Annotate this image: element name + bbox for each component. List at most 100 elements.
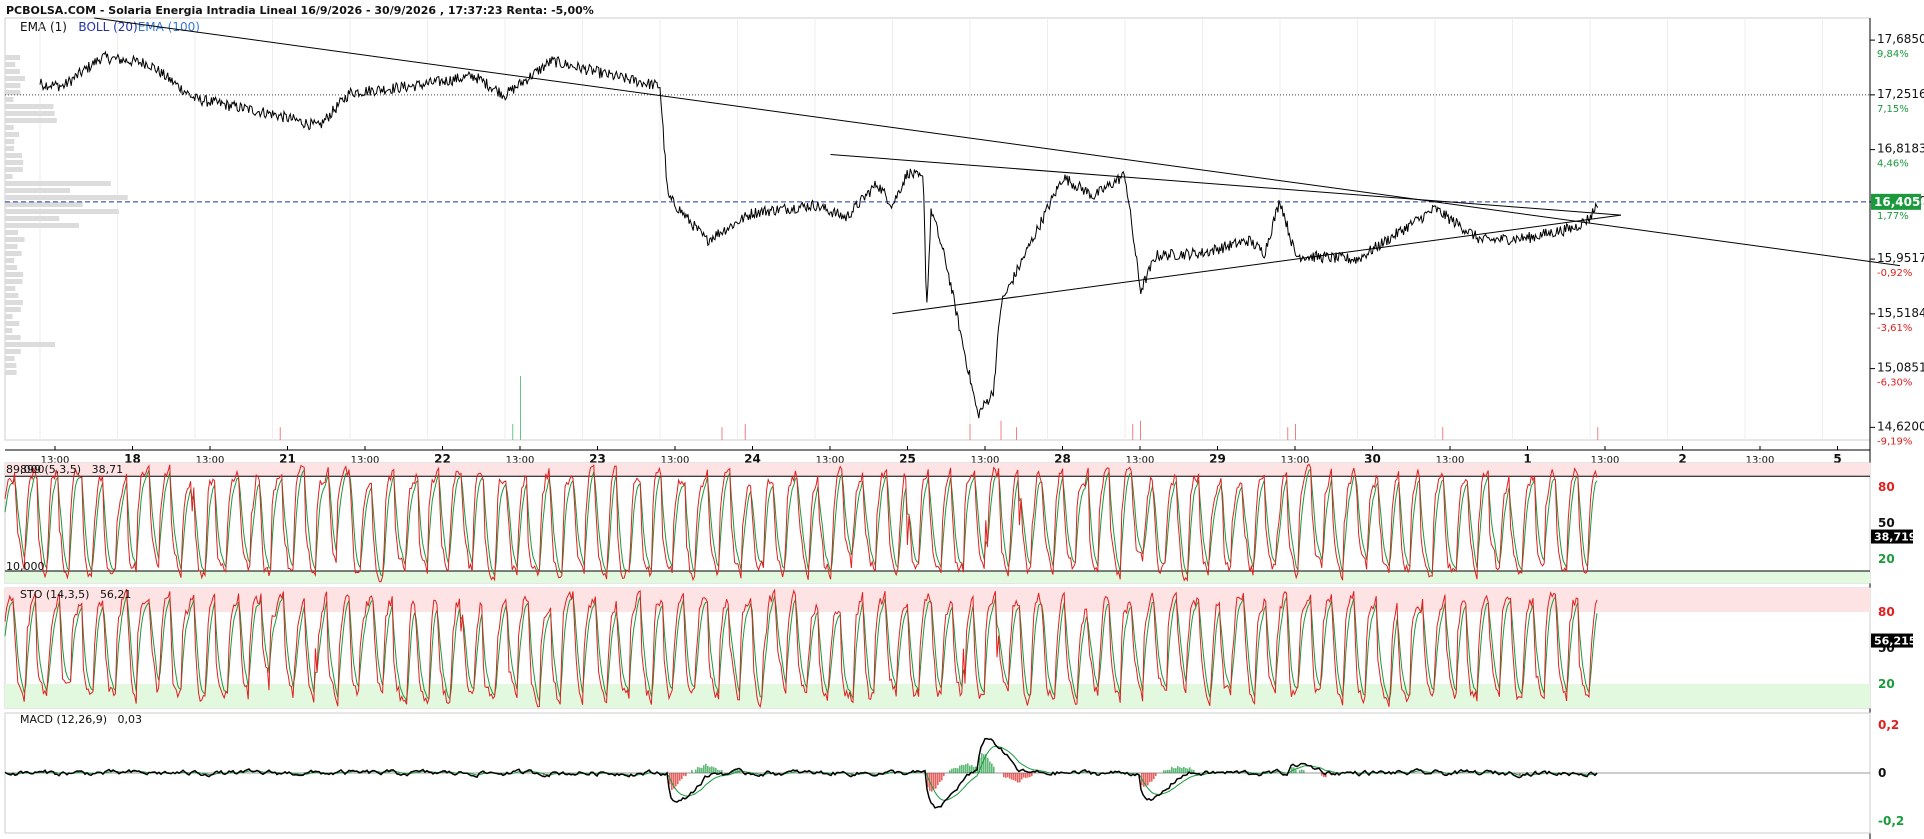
price-line[interactable] xyxy=(39,50,1599,419)
price-tick-label: 15,0851 xyxy=(1877,361,1924,375)
osc1-value-badge-text: 38,719 xyxy=(1874,531,1916,544)
volume-profile-bar xyxy=(5,342,55,347)
macd-histogram-bar xyxy=(967,763,969,773)
volume-profile-bar xyxy=(5,230,19,235)
sto-overbought-zone xyxy=(5,588,1870,612)
time-tick-label: 13:00 xyxy=(661,455,690,466)
percent-tick-label: -9,19% xyxy=(1877,436,1912,447)
macd-histogram-bar xyxy=(1295,769,1297,773)
macd-histogram-bar xyxy=(1183,766,1185,773)
trendline[interactable] xyxy=(94,17,1901,267)
macd-histogram-bar xyxy=(1175,768,1177,773)
volume-profile-bar xyxy=(5,209,119,214)
price-tick-label: 16,8183 xyxy=(1877,142,1924,156)
macd-histogram-bar xyxy=(1163,770,1165,773)
percent-tick-label: 1,77% xyxy=(1877,211,1909,222)
osc1-k-line[interactable] xyxy=(4,463,1598,583)
macd-label: MACD (12,26,9) 0,03 xyxy=(20,713,142,726)
macd-histogram-bar xyxy=(1013,773,1015,781)
volume-profile-bar xyxy=(5,146,14,151)
macd-histogram-bar xyxy=(931,773,933,792)
macd-histogram-bar xyxy=(955,767,957,773)
macd-histogram-bar xyxy=(699,767,701,773)
macd-histogram-bar xyxy=(705,763,707,773)
time-tick-label: 13:00 xyxy=(1436,455,1465,466)
macd-histogram-bar xyxy=(1325,773,1327,778)
macd-histogram-bar xyxy=(717,769,719,773)
legend-ema1[interactable]: EMA (1) xyxy=(20,20,67,34)
price-tick-label: 14,6200 xyxy=(1877,419,1924,433)
macd-histogram-bar xyxy=(1171,766,1173,773)
macd-histogram-bar xyxy=(1027,773,1029,778)
macd-histogram-bar xyxy=(1021,773,1023,780)
macd-histogram-bar xyxy=(1007,773,1009,778)
macd-histogram-bar xyxy=(1191,769,1193,773)
volume-profile-bar xyxy=(5,160,24,165)
volume-profile-bar xyxy=(5,279,23,284)
macd-histogram-bar xyxy=(1293,767,1295,773)
macd-histogram-bar xyxy=(985,754,987,773)
macd-histogram-bar xyxy=(679,773,681,781)
macd-histogram-bar xyxy=(1189,767,1191,773)
volume-profile-bar xyxy=(5,223,79,228)
macd-tick-label: -0,2 xyxy=(1878,814,1904,828)
time-tick-label: 1 xyxy=(1523,452,1531,466)
sto-k-line[interactable] xyxy=(4,588,1598,709)
macd-histogram-bar xyxy=(1301,769,1303,773)
macd-histogram-bar xyxy=(971,765,973,773)
volume-profile-bar xyxy=(5,153,23,158)
macd-histogram-bar xyxy=(1019,773,1021,783)
volume-profile-bar xyxy=(5,335,21,340)
volume-profile-bar xyxy=(5,258,15,263)
macd-histogram-bar xyxy=(1143,773,1145,787)
macd-histogram-bar xyxy=(1151,773,1153,782)
macd-histogram-bar xyxy=(1031,773,1033,777)
volume-profile-bar xyxy=(5,62,16,67)
macd-histogram-bar xyxy=(733,770,735,773)
macd-histogram-bar xyxy=(1165,770,1167,773)
macd-histogram-bar xyxy=(719,770,721,773)
macd-histogram-bar xyxy=(957,768,959,773)
macd-histogram-bar xyxy=(951,768,953,773)
trendline[interactable] xyxy=(830,153,1622,216)
volume-profile xyxy=(5,55,128,375)
macd-histogram-bar xyxy=(943,773,945,777)
volume-profile-bar xyxy=(5,195,128,200)
volume-profile-bar xyxy=(5,286,16,291)
macd-histogram-bar xyxy=(969,765,971,773)
volume-profile-bar xyxy=(5,370,17,375)
volume-profile-bar xyxy=(5,202,83,207)
macd-name: MACD (12,26,9) xyxy=(20,713,108,726)
volume-profile-bar xyxy=(5,90,21,95)
macd-histogram-bar xyxy=(965,764,967,773)
macd-line[interactable] xyxy=(4,737,1598,809)
volume-profile-bar xyxy=(5,167,23,172)
volume-profile-bar xyxy=(5,293,19,298)
macd-histogram-bar xyxy=(1023,773,1025,778)
trendline[interactable] xyxy=(892,214,1622,315)
volume-profile-bar xyxy=(5,69,20,74)
time-tick-label: 13:00 xyxy=(1281,455,1310,466)
volume-profile-bar xyxy=(5,244,18,249)
time-tick-label: 13:00 xyxy=(1746,455,1775,466)
macd-histogram-bar xyxy=(961,764,963,773)
macd-histogram-bar xyxy=(1321,773,1323,776)
macd-histogram-bar xyxy=(981,753,983,773)
macd-tick-label: 0 xyxy=(1878,766,1886,780)
volume-profile-bar xyxy=(5,111,55,116)
osc1-value-badge xyxy=(1871,529,1913,544)
volume-profile-bar xyxy=(5,97,14,102)
volume-profile-bar xyxy=(5,104,54,109)
macd-histogram-bar xyxy=(1015,773,1017,782)
macd-value: 0,03 xyxy=(117,713,143,726)
macd-histogram-bar xyxy=(685,773,687,777)
legend-boll20[interactable]: BOLL (20) xyxy=(78,20,138,34)
macd-histogram-bar xyxy=(675,773,677,787)
macd-histogram-bar xyxy=(993,766,995,773)
macd-histogram-bar xyxy=(927,773,929,788)
sto-tick-label: 80 xyxy=(1878,605,1895,619)
macd-histogram-bar xyxy=(1303,770,1305,773)
time-tick-label: 13:00 xyxy=(41,455,70,466)
osc1-tick-label: 20 xyxy=(1878,552,1895,566)
